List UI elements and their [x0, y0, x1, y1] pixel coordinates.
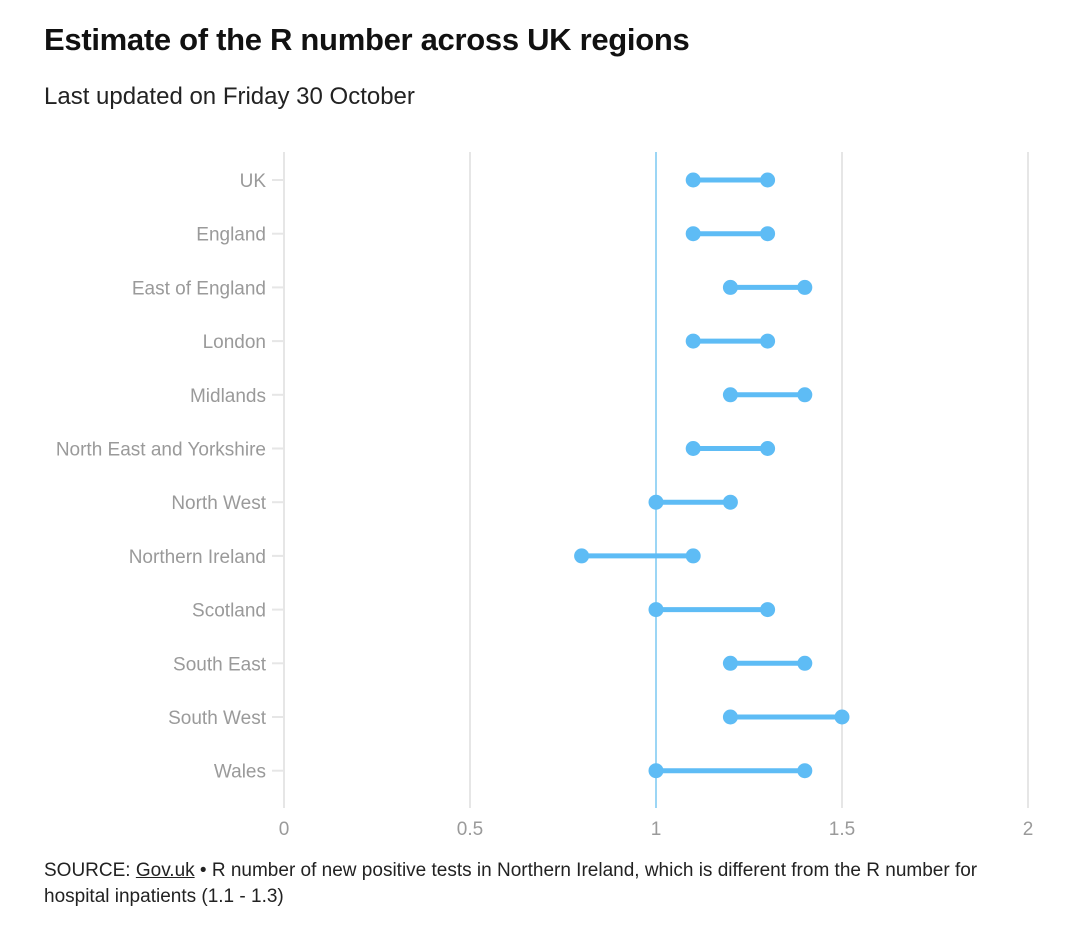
source-note: SOURCE: Gov.uk • R number of new positiv…: [44, 858, 1044, 910]
lower-estimate-point: [722, 387, 738, 403]
category-label-layer: UK England East of England London Midlands No…: [56, 171, 284, 783]
lower-estimate-point: [722, 655, 738, 671]
x-tick-label: 1: [651, 819, 662, 840]
category-label: Scotland: [192, 601, 266, 622]
x-tick-label: 2: [1023, 819, 1034, 840]
category-label: England: [196, 225, 266, 246]
upper-estimate-point: [760, 333, 776, 349]
lower-estimate-point: [574, 548, 590, 564]
x-tick-label: 0: [279, 819, 290, 840]
upper-estimate-point: [834, 709, 850, 725]
x-tick-layer: 0 0.5 1 1.5 2: [279, 819, 1034, 840]
chart-subtitle: Last updated on Friday 30 October: [44, 83, 415, 110]
upper-estimate-point: [797, 279, 813, 295]
category-label: East of England: [132, 278, 266, 299]
lower-estimate-point: [685, 226, 701, 242]
lower-estimate-point: [685, 172, 701, 188]
category-label: South East: [173, 654, 267, 675]
dumbbell-chart: UK England East of England London Midlands No…: [56, 152, 1034, 840]
upper-estimate-point: [760, 172, 776, 188]
upper-estimate-point: [760, 602, 776, 618]
lower-estimate-point: [722, 279, 738, 295]
upper-estimate-point: [797, 387, 813, 403]
category-label: South West: [168, 708, 267, 729]
category-label: UK: [240, 171, 267, 192]
category-label: North East and Yorkshire: [56, 440, 266, 461]
category-label: London: [203, 332, 266, 353]
upper-estimate-point: [685, 548, 701, 564]
category-label: North West: [171, 493, 266, 514]
chart-title: Estimate of the R number across UK regio…: [44, 22, 690, 57]
source-note-text: • R number of new positive tests in Nort…: [44, 860, 978, 907]
upper-estimate-point: [760, 441, 776, 456]
upper-estimate-point: [797, 763, 813, 779]
upper-estimate-point: [797, 655, 813, 671]
lower-estimate-point: [648, 763, 664, 779]
category-label: Northern Ireland: [129, 547, 266, 568]
upper-estimate-point: [760, 226, 776, 242]
lower-estimate-point: [648, 602, 664, 618]
mark-layer: [574, 172, 850, 779]
category-label: Wales: [214, 762, 266, 783]
grid-layer: [283, 152, 1029, 808]
x-tick-label: 0.5: [457, 819, 483, 840]
category-label: Midlands: [190, 386, 266, 407]
lower-estimate-point: [685, 441, 701, 456]
source-prefix: SOURCE:: [44, 860, 136, 881]
upper-estimate-point: [722, 494, 738, 510]
lower-estimate-point: [685, 333, 701, 349]
lower-estimate-point: [722, 709, 738, 725]
x-tick-label: 1.5: [829, 819, 855, 840]
source-link[interactable]: Gov.uk: [135, 860, 195, 881]
lower-estimate-point: [648, 494, 664, 510]
